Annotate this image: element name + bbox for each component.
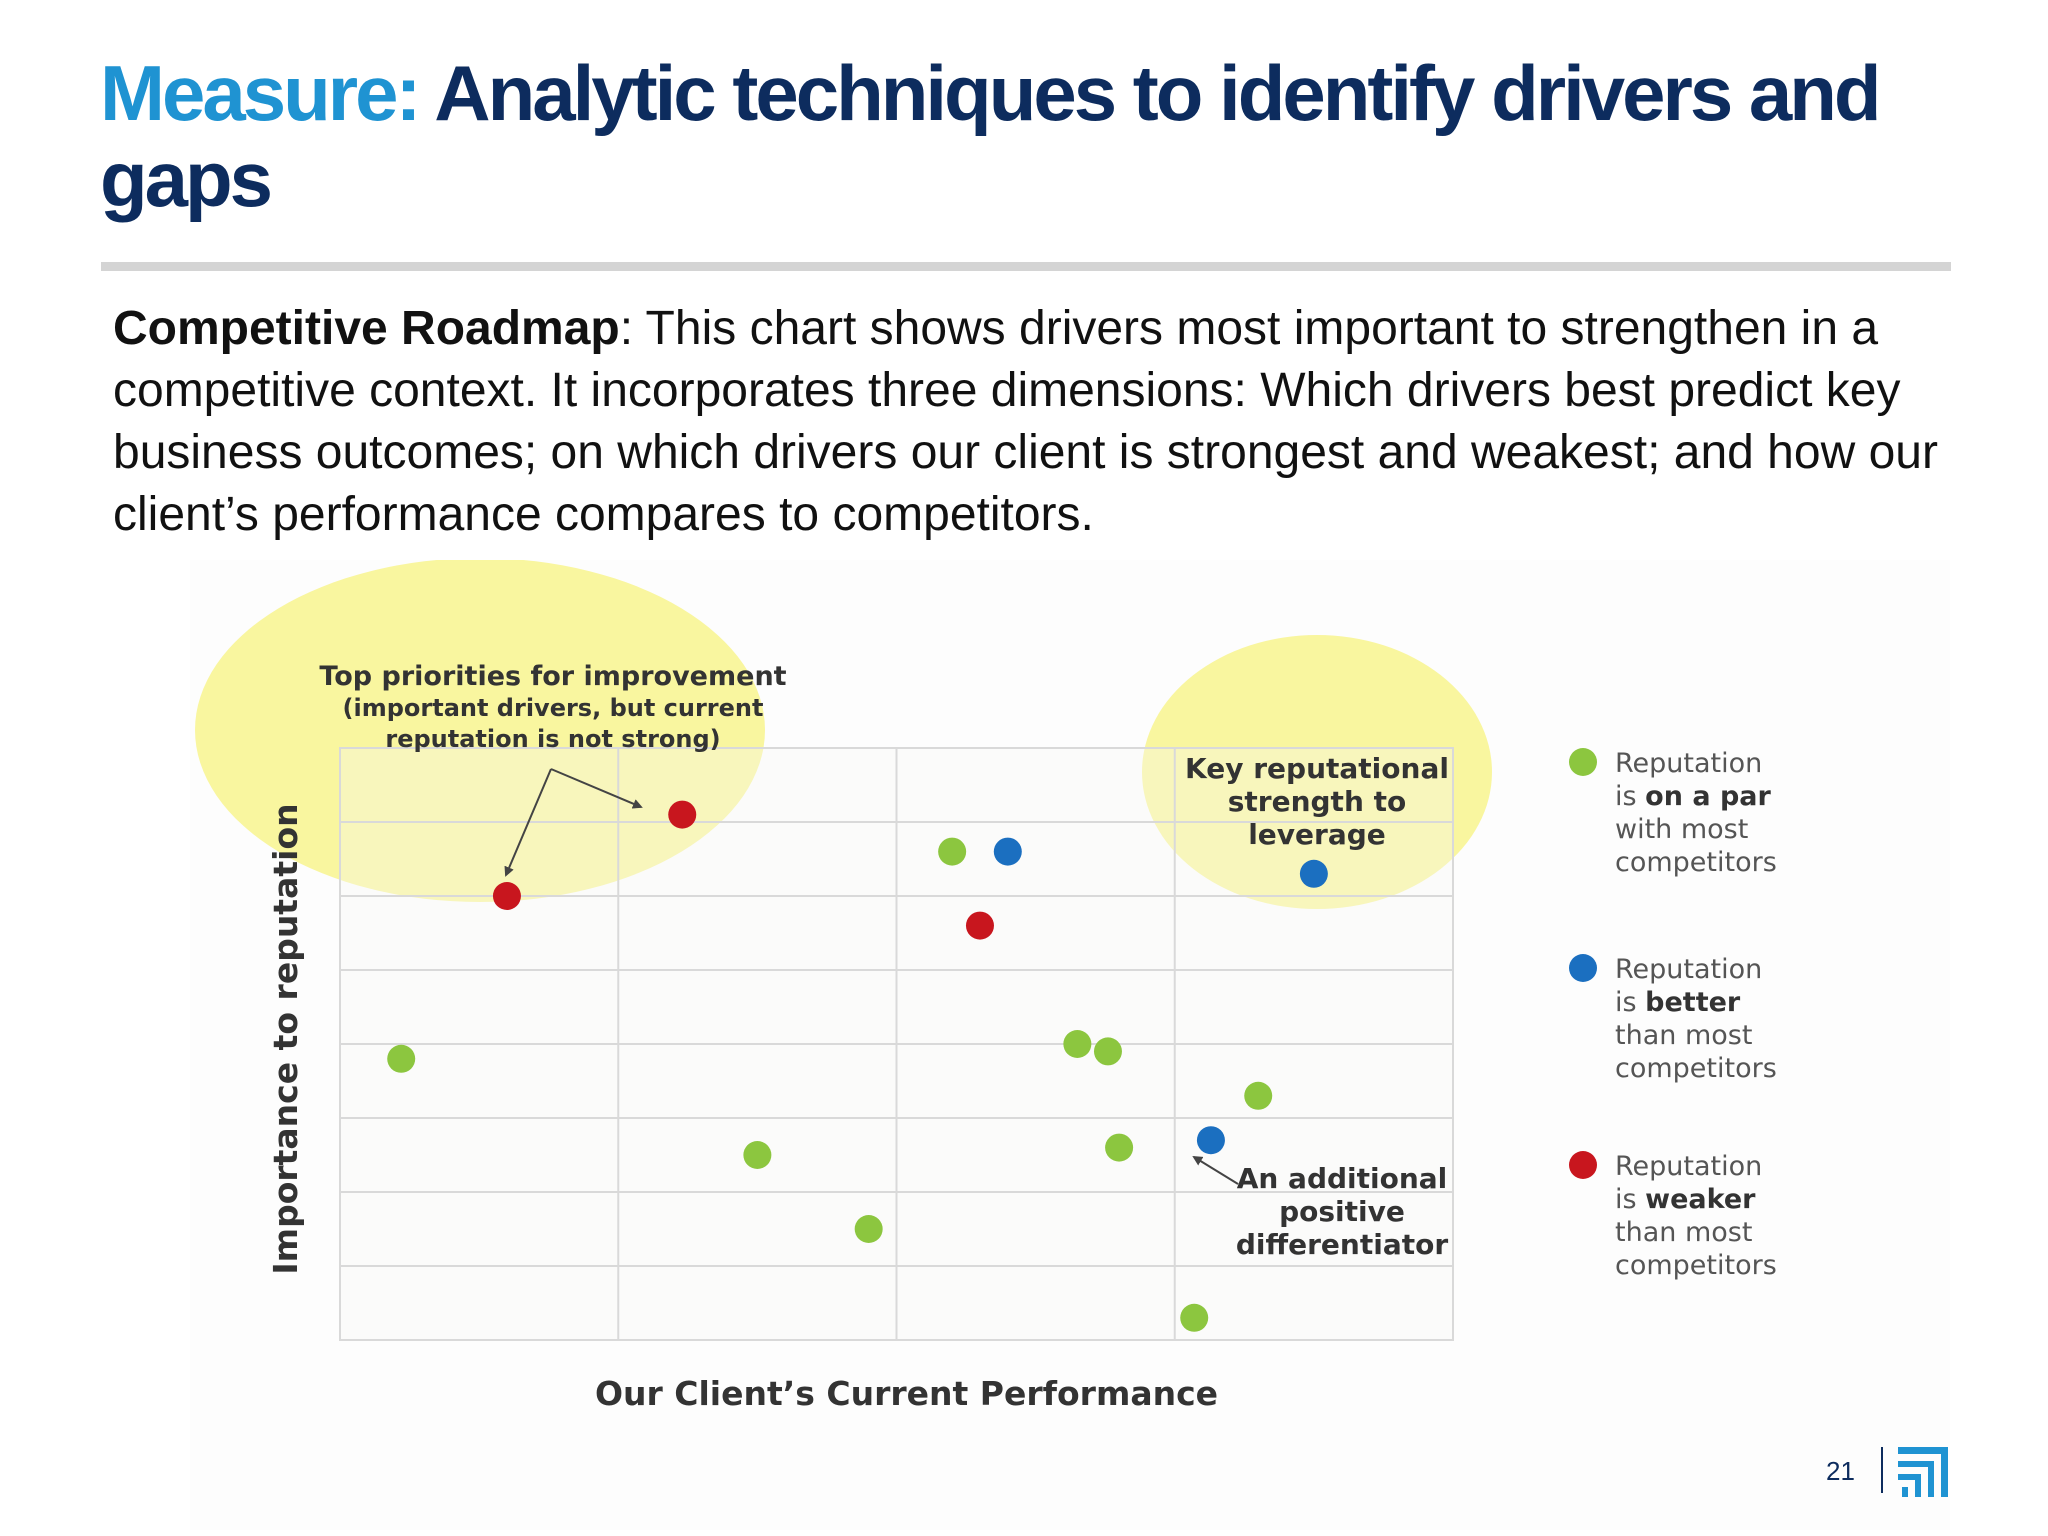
x-axis-label: Our Client’s Current Performance	[595, 1374, 1218, 1413]
legend-text-weaker: competitors	[1615, 1250, 1777, 1281]
legend-text-normal: Reputation	[1615, 748, 1762, 779]
annotation-line: leverage	[1248, 818, 1386, 851]
legend-marker-weaker	[1569, 1151, 1597, 1179]
description-lead: Competitive Roadmap	[113, 302, 620, 355]
annotation-top-priorities: Top priorities for improvement (important…	[319, 661, 786, 753]
data-point-par	[1063, 1030, 1092, 1058]
data-point-par	[1180, 1303, 1209, 1332]
competitive-roadmap-chart: Our Client’s Current Performance Importan…	[190, 560, 1950, 1530]
legend-text-weaker: Reputation	[1615, 1151, 1762, 1182]
legend-text-normal: competitors	[1615, 847, 1777, 878]
legend-marker-par	[1569, 748, 1597, 776]
legend-text-normal: is	[1615, 987, 1645, 1018]
data-point-par	[387, 1044, 416, 1073]
annotation-additional-differentiator: An additional positive differentiator	[1236, 1162, 1449, 1261]
legend-text-bold: on a par	[1645, 781, 1771, 812]
data-point-par	[1244, 1081, 1273, 1110]
legend-text-par: is on a par	[1615, 781, 1771, 812]
legend-text-better: Reputation	[1615, 954, 1762, 985]
legend-text-better: competitors	[1615, 1053, 1777, 1084]
footer-divider	[1881, 1447, 1883, 1493]
annotation-key-strength: Key reputational strength to leverage	[1185, 752, 1449, 851]
slide-description: Competitive Roadmap: This chart shows dr…	[113, 298, 1943, 546]
data-point-weaker	[492, 882, 521, 910]
legend-text-normal: Reputation	[1615, 954, 1762, 985]
slide-title: Measure: Analytic techniques to identify…	[100, 50, 1900, 222]
legend-text-weaker: is weaker	[1615, 1184, 1756, 1215]
data-point-weaker	[668, 800, 697, 829]
data-point-better	[1196, 1126, 1225, 1155]
arrow-to-differentiator	[1192, 1155, 1239, 1185]
data-point-par	[743, 1141, 772, 1169]
data-point-par	[1093, 1037, 1122, 1066]
arrow-to-priority-low	[504, 768, 552, 877]
highlight-key-strength	[1142, 635, 1492, 909]
title-main: Analytic techniques to identify drivers …	[100, 49, 1882, 223]
description-body: : This chart shows drivers most importan…	[113, 302, 1938, 541]
annotation-line: An additional	[1237, 1162, 1448, 1195]
legend-text-normal: with most	[1615, 814, 1748, 845]
legend-text-par: Reputation	[1615, 748, 1762, 779]
legend-text-bold: weaker	[1645, 1184, 1756, 1215]
legend-text-normal: competitors	[1615, 1250, 1777, 1281]
annotation-line: Key reputational	[1185, 752, 1449, 785]
page-number: 21	[1826, 1456, 1855, 1486]
data-point-par	[938, 837, 967, 866]
legend-text-normal: is	[1615, 781, 1645, 812]
annotation-line: positive	[1279, 1195, 1405, 1228]
legend-text-normal: than most	[1615, 1020, 1752, 1051]
data-point-par	[854, 1215, 883, 1243]
legend-marker-better	[1569, 954, 1597, 982]
arrow-to-priority-high	[550, 768, 643, 809]
data-point-better	[993, 837, 1022, 866]
title-divider	[101, 262, 1951, 271]
chart-svg: Our Client’s Current Performance Importan…	[195, 560, 1777, 1413]
legend-text-bold: better	[1645, 987, 1741, 1018]
data-point-par	[1105, 1133, 1134, 1162]
annotation-line: strength to	[1228, 785, 1407, 818]
company-logo-icon	[1898, 1447, 1948, 1497]
data-point-weaker	[965, 911, 994, 940]
legend-text-normal: competitors	[1615, 1053, 1777, 1084]
legend-text-par: with most	[1615, 814, 1748, 845]
y-axis-label: Importance to reputation	[266, 803, 305, 1274]
legend-text-weaker: than most	[1615, 1217, 1752, 1248]
title-accent: Measure:	[100, 49, 421, 137]
annotation-line: Top priorities for improvement	[319, 661, 786, 692]
annotation-line: reputation is not strong)	[385, 725, 720, 753]
annotation-line: differentiator	[1236, 1228, 1449, 1261]
legend-text-normal: is	[1615, 1184, 1645, 1215]
legend-text-better: than most	[1615, 1020, 1752, 1051]
annotation-line: (important drivers, but current	[343, 694, 764, 722]
highlight-top-priorities	[195, 560, 765, 902]
legend-text-better: is better	[1615, 987, 1741, 1018]
legend-text-normal: than most	[1615, 1217, 1752, 1248]
data-point-better	[1299, 859, 1328, 888]
legend-text-normal: Reputation	[1615, 1151, 1762, 1182]
legend-text-par: competitors	[1615, 847, 1777, 878]
